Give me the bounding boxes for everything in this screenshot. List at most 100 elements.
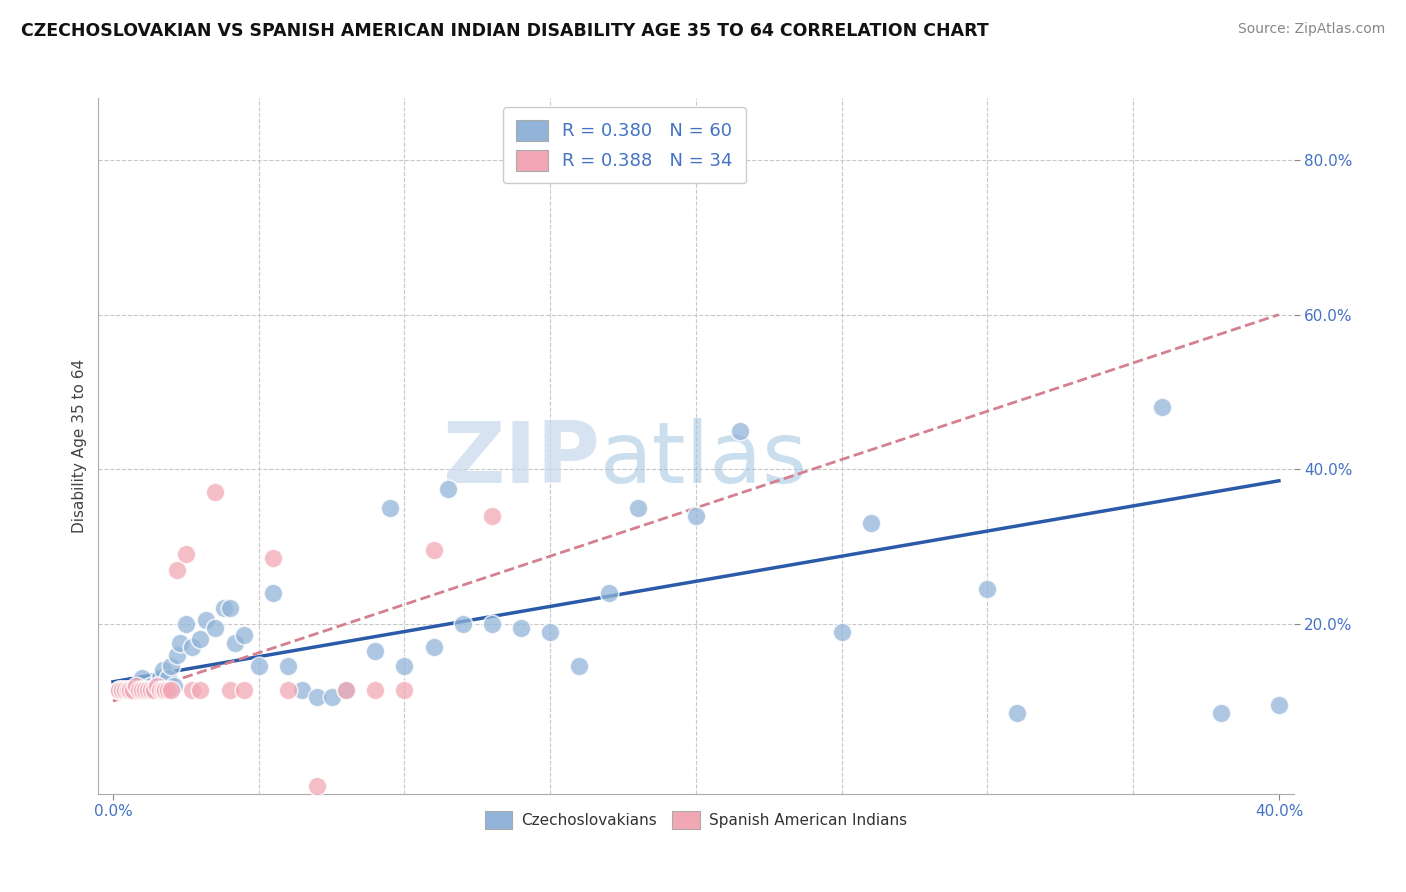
Point — [160, 659, 183, 673]
Point — [335, 682, 357, 697]
Point — [131, 671, 153, 685]
Point — [155, 682, 177, 697]
Point — [481, 616, 503, 631]
Point — [136, 682, 159, 697]
Point — [394, 659, 416, 673]
Point — [831, 624, 853, 639]
Point — [422, 543, 444, 558]
Point — [180, 640, 202, 654]
Point — [1152, 401, 1174, 415]
Point — [152, 663, 174, 677]
Point — [305, 690, 328, 705]
Point — [166, 648, 188, 662]
Point — [277, 682, 299, 697]
Point — [394, 682, 416, 697]
Point — [139, 682, 162, 697]
Point — [128, 682, 150, 697]
Point — [111, 682, 134, 697]
Point — [685, 508, 707, 523]
Point — [291, 682, 314, 697]
Point — [108, 682, 131, 697]
Point — [598, 586, 620, 600]
Point — [1209, 706, 1232, 720]
Point — [166, 563, 188, 577]
Point — [122, 682, 145, 697]
Point — [190, 632, 212, 647]
Point — [204, 621, 226, 635]
Point — [218, 682, 240, 697]
Point — [364, 682, 387, 697]
Point — [510, 621, 533, 635]
Point — [1268, 698, 1291, 712]
Y-axis label: Disability Age 35 to 64: Disability Age 35 to 64 — [72, 359, 87, 533]
Point — [451, 616, 474, 631]
Point — [378, 500, 401, 515]
Point — [157, 671, 180, 685]
Point — [157, 682, 180, 697]
Point — [152, 682, 174, 697]
Point — [134, 682, 156, 697]
Point — [277, 659, 299, 673]
Point — [364, 644, 387, 658]
Point — [117, 682, 139, 697]
Point — [120, 682, 142, 697]
Point — [149, 682, 172, 697]
Point — [1005, 706, 1028, 720]
Point — [859, 516, 882, 531]
Point — [111, 682, 134, 697]
Text: ZIP: ZIP — [443, 418, 600, 501]
Legend: Czechoslovakians, Spanish American Indians: Czechoslovakians, Spanish American India… — [478, 805, 914, 835]
Point — [195, 613, 218, 627]
Point — [568, 659, 591, 673]
Point — [108, 682, 131, 697]
Point — [131, 682, 153, 697]
Point — [149, 671, 172, 685]
Point — [233, 628, 256, 642]
Point — [481, 508, 503, 523]
Point — [155, 682, 177, 697]
Point — [134, 682, 156, 697]
Point — [125, 679, 148, 693]
Point — [142, 682, 165, 697]
Text: atlas: atlas — [600, 418, 808, 501]
Point — [190, 682, 212, 697]
Point — [728, 424, 751, 438]
Point — [218, 601, 240, 615]
Point — [305, 779, 328, 793]
Point — [122, 682, 145, 697]
Point — [114, 682, 136, 697]
Point — [976, 582, 998, 596]
Point — [163, 679, 186, 693]
Point — [160, 682, 183, 697]
Point — [321, 690, 343, 705]
Text: CZECHOSLOVAKIAN VS SPANISH AMERICAN INDIAN DISABILITY AGE 35 TO 64 CORRELATION C: CZECHOSLOVAKIAN VS SPANISH AMERICAN INDI… — [21, 22, 988, 40]
Point — [145, 682, 167, 697]
Point — [139, 679, 162, 693]
Point — [131, 682, 153, 697]
Point — [233, 682, 256, 697]
Point — [262, 551, 284, 566]
Point — [437, 482, 460, 496]
Point — [136, 682, 159, 697]
Point — [128, 682, 150, 697]
Point — [142, 682, 165, 697]
Point — [174, 547, 197, 561]
Text: Source: ZipAtlas.com: Source: ZipAtlas.com — [1237, 22, 1385, 37]
Point — [627, 500, 650, 515]
Point — [212, 601, 235, 615]
Point — [117, 682, 139, 697]
Point — [422, 640, 444, 654]
Point — [538, 624, 561, 639]
Point — [120, 682, 142, 697]
Point — [262, 586, 284, 600]
Point — [169, 636, 191, 650]
Point — [114, 682, 136, 697]
Point — [204, 485, 226, 500]
Point — [224, 636, 246, 650]
Point — [247, 659, 270, 673]
Point — [145, 679, 167, 693]
Point — [335, 682, 357, 697]
Point — [174, 616, 197, 631]
Point — [180, 682, 202, 697]
Point — [125, 682, 148, 697]
